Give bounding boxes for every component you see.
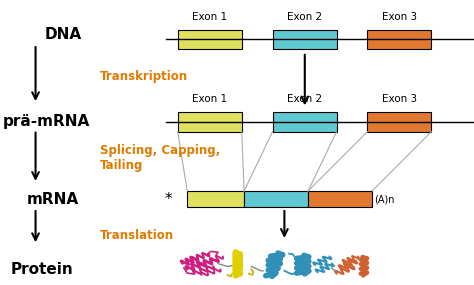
FancyBboxPatch shape [187, 191, 244, 207]
Text: mRNA: mRNA [27, 192, 79, 207]
Text: *: * [164, 192, 172, 207]
Text: Exon 3: Exon 3 [382, 12, 417, 22]
FancyBboxPatch shape [273, 30, 337, 49]
Text: Exon 2: Exon 2 [287, 12, 322, 22]
Text: Exon 1: Exon 1 [192, 94, 228, 104]
Text: Transkription: Transkription [100, 70, 188, 84]
Text: DNA: DNA [45, 27, 82, 42]
Text: Translation: Translation [100, 229, 173, 242]
FancyBboxPatch shape [367, 112, 431, 132]
Text: Splicing, Capping,
Tailing: Splicing, Capping, Tailing [100, 144, 220, 172]
Text: (A)n: (A)n [374, 194, 395, 204]
Text: Exon 3: Exon 3 [382, 94, 417, 104]
Text: Protein: Protein [10, 262, 73, 277]
FancyBboxPatch shape [244, 191, 308, 207]
FancyBboxPatch shape [367, 30, 431, 49]
FancyBboxPatch shape [178, 30, 242, 49]
Text: prä-mRNA: prä-mRNA [2, 114, 90, 129]
Text: Exon 1: Exon 1 [192, 12, 228, 22]
FancyBboxPatch shape [178, 112, 242, 132]
FancyBboxPatch shape [273, 112, 337, 132]
FancyBboxPatch shape [175, 248, 460, 282]
FancyBboxPatch shape [308, 191, 372, 207]
Text: Exon 2: Exon 2 [287, 94, 322, 104]
